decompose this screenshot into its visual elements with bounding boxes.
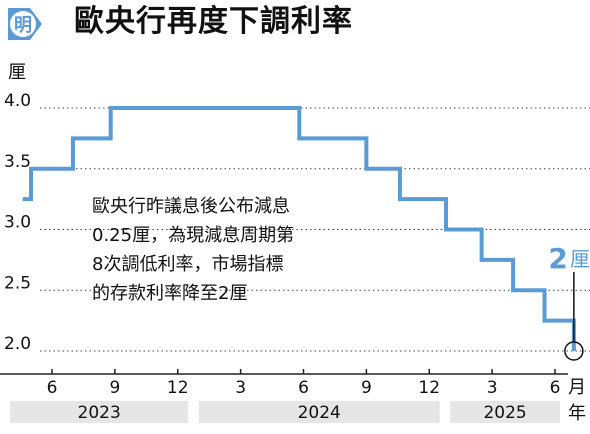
year-label: 2025 (483, 403, 526, 423)
year-bands: 2023 2024 2025 (10, 401, 560, 423)
x-tick-label: 12 (418, 378, 440, 398)
end-value-label: 2 (548, 242, 567, 275)
y-tick-labels: 4.0 3.5 3.0 2.5 2.0 (4, 91, 31, 354)
year-band (198, 401, 440, 423)
annotation-line: 的存款利率降至2厘 (92, 283, 247, 304)
chart-title: 歐央行再度下調利率 (74, 4, 353, 39)
end-unit-label: 厘 (570, 247, 590, 271)
year-band (450, 401, 560, 423)
x-tick-label: 3 (235, 378, 246, 398)
y-axis-unit-label: 厘 (8, 62, 26, 83)
x-tick-label: 9 (109, 378, 120, 398)
series-line (22, 106, 576, 351)
y-tick-label: 3.5 (4, 152, 31, 172)
newspaper-badge-icon: 明 (8, 8, 42, 40)
y-tick-label: 4.0 (4, 91, 31, 111)
annotation-line: 歐央行昨議息後公布減息 (92, 196, 290, 217)
y-tick-label: 2.5 (4, 273, 31, 293)
x-tick-label: 6 (550, 378, 561, 398)
x-tick-label: 9 (361, 378, 372, 398)
year-band (10, 401, 189, 423)
badge-circle (10, 11, 36, 37)
year-label: 2024 (298, 403, 341, 423)
annotation-line: 8次調低利率，市場指標 (92, 254, 283, 275)
x-tick-label: 6 (47, 378, 58, 398)
annotation-line: 0.25厘，為現減息周期第 (92, 225, 294, 246)
x-tick-group: 6 9 12 3 6 9 12 3 6 (47, 369, 561, 398)
y-tick-label: 3.0 (4, 213, 31, 233)
grid-lines (40, 107, 590, 352)
annotation-text: 歐央行昨議息後公布減息 0.25厘，為現減息周期第 8次調低利率，市場指標的存款利率… (92, 196, 294, 304)
x-axis-month-unit: 月 (568, 377, 586, 398)
x-tick-label: 6 (298, 378, 309, 398)
series-group (22, 106, 576, 352)
year-label: 2023 (78, 403, 121, 423)
x-axis-year-unit: 年 (568, 403, 586, 424)
y-tick-label: 2.0 (4, 334, 31, 354)
x-tick-label: 3 (487, 378, 498, 398)
badge-label: 明 (14, 15, 32, 36)
x-tick-label: 12 (167, 378, 189, 398)
